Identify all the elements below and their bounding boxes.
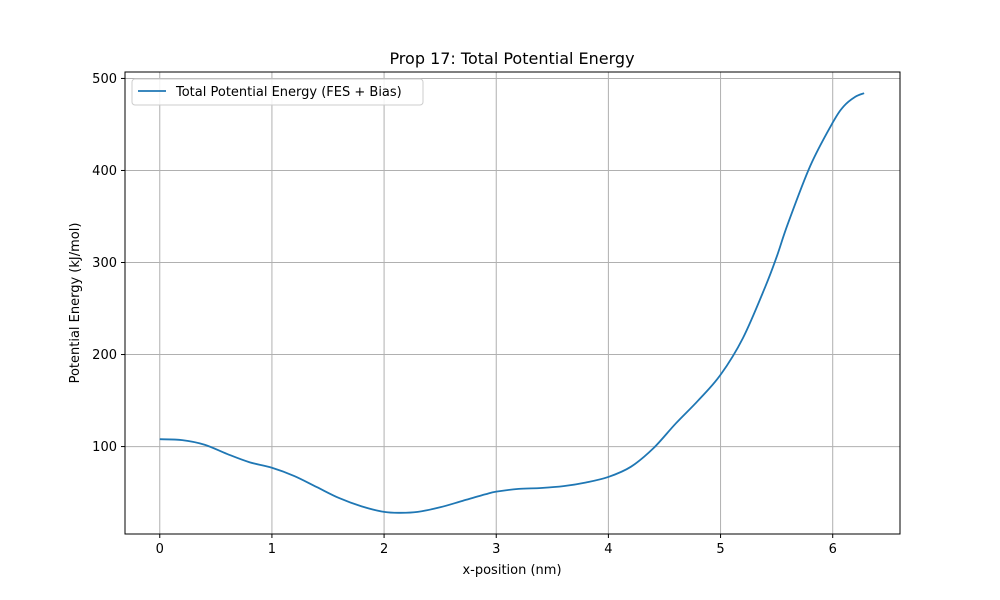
series-line-total-potential-energy <box>159 92 865 514</box>
legend-box <box>131 78 424 106</box>
y-axis-label: Potential Energy (kJ/mol) <box>68 223 83 384</box>
y-tick-label: 500 <box>92 72 117 87</box>
series-layer <box>159 92 865 514</box>
x-tick-label: 6 <box>829 542 837 557</box>
y-tick-label: 300 <box>92 256 117 271</box>
y-tick-label: 400 <box>92 164 117 179</box>
x-tick-label: 3 <box>492 542 500 557</box>
x-tick-label: 1 <box>268 542 276 557</box>
x-tick-label: 0 <box>156 542 164 557</box>
legend-entry-label: Total Potential Energy (FES + Bias) <box>175 85 402 100</box>
x-tick-label: 5 <box>716 542 724 557</box>
y-tick-label: 200 <box>92 348 117 363</box>
plot-area-frame <box>124 71 901 535</box>
legend: Total Potential Energy (FES + Bias) <box>131 78 424 106</box>
grid <box>125 72 900 534</box>
axis-ticks: 0 1 2 3 4 5 6 100 200 300 400 500 <box>92 72 837 557</box>
x-tick-label: 4 <box>604 542 612 557</box>
chart-title: Prop 17: Total Potential Energy <box>389 49 634 68</box>
y-tick-label: 100 <box>92 440 117 455</box>
x-axis-label: x-position (nm) <box>462 563 561 578</box>
x-tick-label: 2 <box>380 542 388 557</box>
